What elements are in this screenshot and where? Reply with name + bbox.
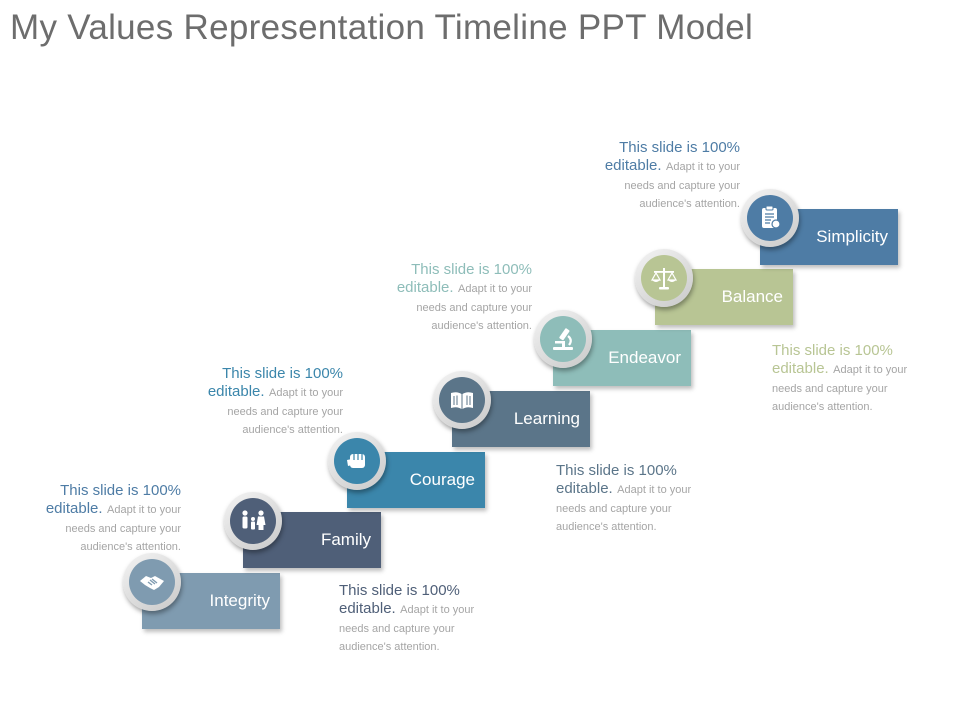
note-family: This slide is 100% editable. Adapt it to… <box>339 582 499 656</box>
note-body: Adapt it to your needs and capture your … <box>339 604 475 654</box>
note-head: This slide is 100% editable. <box>45 482 181 518</box>
badge-balance <box>635 249 693 307</box>
step-label: Simplicity <box>816 227 888 246</box>
note-endeavor: This slide is 100% editable. Adapt it to… <box>372 261 532 335</box>
badge-learning <box>433 371 491 429</box>
note-simplicity: This slide is 100% editable. Adapt it to… <box>580 139 740 213</box>
note-integrity: This slide is 100% editable. Adapt it to… <box>21 482 181 556</box>
note-head: This slide is 100% editable. <box>339 582 460 618</box>
note-learning: This slide is 100% editable. Adapt it to… <box>556 462 716 536</box>
scales-icon <box>650 268 678 290</box>
note-courage: This slide is 100% editable. Adapt it to… <box>183 365 343 439</box>
step-label: Endeavor <box>608 348 681 367</box>
note-body: Adapt it to your needs and capture your … <box>416 283 532 333</box>
fist-icon <box>347 454 365 468</box>
handshake-icon <box>140 576 164 590</box>
step-label: Family <box>320 530 371 549</box>
note-body: Adapt it to your needs and capture your … <box>227 387 343 437</box>
note-body: Adapt it to your needs and capture your … <box>65 504 181 554</box>
badge-endeavor <box>534 310 592 368</box>
page-title: My Values Representation Timeline PPT Mo… <box>10 8 754 47</box>
step-label: Balance <box>721 287 783 306</box>
badge-simplicity <box>741 189 799 247</box>
note-body: Adapt it to your needs and capture your … <box>772 364 908 414</box>
step-label: Integrity <box>209 591 270 610</box>
note-head: This slide is 100% editable. <box>207 365 343 401</box>
clipboard-icon <box>762 205 781 229</box>
note-head: This slide is 100% editable. <box>604 139 740 175</box>
note-head: This slide is 100% editable. <box>772 342 893 378</box>
note-balance: This slide is 100% editable. Adapt it to… <box>772 342 932 416</box>
family-icon <box>242 510 266 530</box>
book-icon <box>451 392 473 409</box>
badge-family <box>224 492 282 550</box>
step-label: Learning <box>513 409 580 428</box>
note-head: This slide is 100% editable. <box>396 261 532 297</box>
microscope-icon <box>553 328 573 350</box>
step-label: Courage <box>409 470 475 489</box>
badge-courage <box>328 432 386 490</box>
note-body: Adapt it to your needs and capture your … <box>556 484 692 534</box>
badge-integrity <box>123 553 181 611</box>
note-head: This slide is 100% editable. <box>556 462 677 498</box>
note-body: Adapt it to your needs and capture your … <box>624 161 740 211</box>
